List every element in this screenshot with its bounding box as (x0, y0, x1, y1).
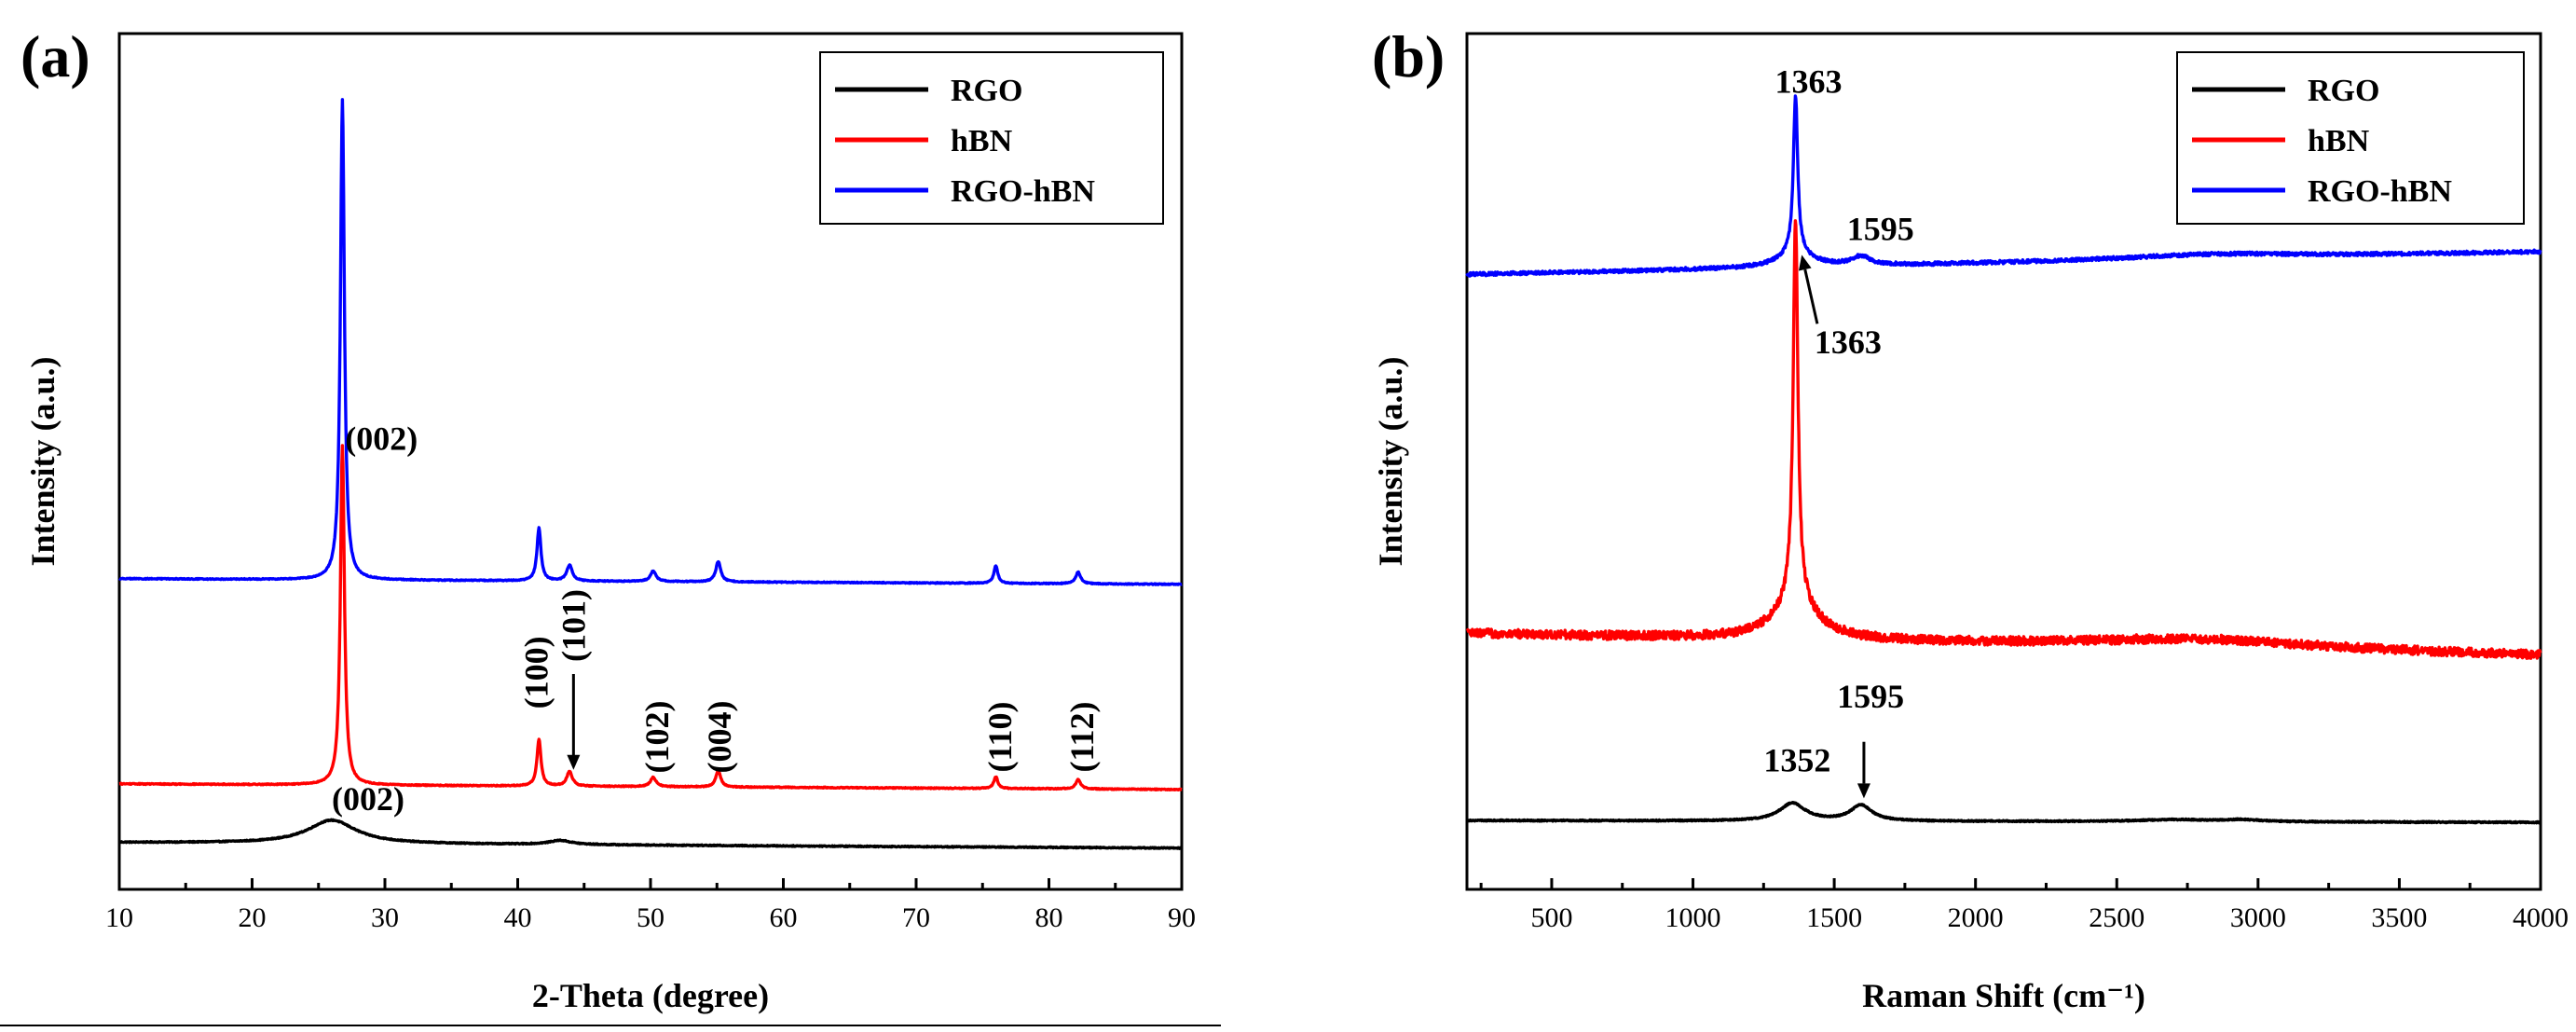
legend-label-hbn: hBN (2308, 124, 2370, 158)
x-tick-label: 3500 (2371, 902, 2427, 933)
legend-label-rgo-hbn: RGO-hBN (2308, 174, 2452, 209)
panel-b-x-axis-title: Raman Shift (cm⁻¹) (1862, 977, 2145, 1014)
panel-a-y-axis-title: Intensity (a.u.) (24, 356, 62, 566)
x-tick-label: 90 (1168, 902, 1196, 933)
peak-label: 1595 (1837, 678, 1904, 715)
peak-label: (102) (638, 701, 676, 774)
panel-b-x-ticks: 500 1000 1500 2000 2500 3000 3500 4000 (1479, 878, 2569, 933)
peak-label: (002) (332, 780, 404, 818)
x-tick-label: 40 (504, 902, 532, 933)
arrow-head (567, 754, 581, 770)
x-tick-label: 70 (902, 902, 930, 933)
panel-a-x-axis-title: 2-Theta (degree) (532, 977, 769, 1014)
arrow-head (1798, 255, 1812, 271)
peak-label: (112) (1063, 702, 1101, 773)
panel-a-xrd-chart: (a) 10 20 30 40 50 60 70 80 90 (002)(002)(100)(1… (0, 23, 1221, 1026)
panel-a-x-ticks: 10 20 30 40 50 60 70 80 90 (105, 878, 1196, 933)
legend-label-rgo: RGO (951, 74, 1022, 108)
peak-label: (110) (981, 702, 1019, 773)
peak-label: 1363 (1774, 62, 1842, 100)
x-tick-label: 20 (239, 902, 267, 933)
panel-b-label: (b) (1372, 23, 1445, 89)
panel-a-annotations: (002) (002) (100)(101) (102) (004) (110) (112) (332, 420, 1101, 818)
peak-label: 1352 (1763, 741, 1830, 778)
peak-label: 1363 (1815, 323, 1882, 361)
panel-b-y-axis-title: Intensity (a.u.) (1372, 356, 1409, 566)
panel-a-label: (a) (21, 23, 90, 89)
peak-label: (100) (517, 636, 555, 709)
panel-a-legend: RGO hBN RGO-hBN (835, 74, 1095, 209)
x-tick-label: 30 (371, 902, 399, 933)
panel-b-legend: RGO hBN RGO-hBN (2192, 74, 2452, 209)
series-line-rgo (117, 818, 1184, 850)
series-line-hbn (117, 444, 1184, 791)
x-tick-label: 4000 (2513, 902, 2569, 933)
x-tick-label: 500 (1530, 902, 1572, 933)
x-tick-label: 60 (770, 902, 798, 933)
x-tick-label: 2000 (1948, 902, 2004, 933)
x-tick-label: 1000 (1665, 902, 1721, 933)
x-tick-label: 3000 (2230, 902, 2286, 933)
legend-label-rgo: RGO (2308, 74, 2379, 108)
legend-label-rgo-hbn: RGO-hBN (951, 174, 1095, 209)
series-line-rgo-hbn (1465, 94, 2542, 278)
panel-a-series (117, 98, 1184, 850)
x-tick-label: 50 (637, 902, 665, 933)
peak-label: (002) (345, 420, 418, 457)
x-tick-label: 1500 (1806, 902, 1862, 933)
x-tick-label: 2500 (2089, 902, 2144, 933)
peak-label: 1595 (1847, 211, 1914, 248)
series-line-rgo (1465, 801, 2542, 825)
panel-b-raman-chart: (b) 500 1000 1500 2000 2500 3000 3500 4000 1363… (1372, 23, 2569, 1014)
panel-b-series (1465, 94, 2542, 825)
series-line-hbn (1465, 219, 2542, 660)
arrow-head (1857, 783, 1870, 799)
peak-label: (101) (555, 589, 592, 662)
x-tick-label: 10 (105, 902, 133, 933)
legend-label-hbn: hBN (951, 124, 1013, 158)
peak-label: (004) (701, 701, 738, 774)
x-tick-label: 80 (1035, 902, 1063, 933)
panel-b-plot-frame (1465, 32, 2542, 891)
arrow-line (1803, 268, 1819, 324)
series-line-rgo-hbn (117, 98, 1184, 586)
